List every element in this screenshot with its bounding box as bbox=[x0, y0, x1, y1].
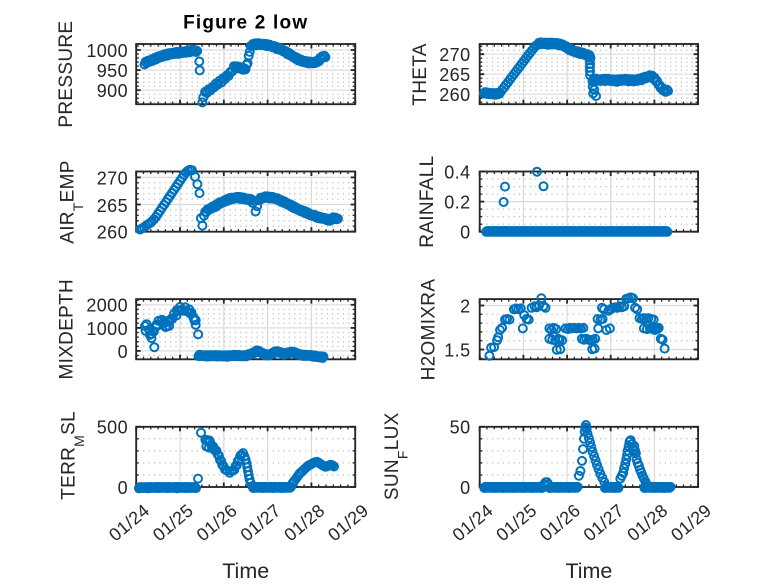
svg-text:2000: 2000 bbox=[86, 296, 128, 316]
svg-text:0: 0 bbox=[118, 342, 128, 362]
svg-text:MIXDEPTH: MIXDEPTH bbox=[56, 279, 77, 380]
svg-text:2: 2 bbox=[460, 296, 470, 316]
svg-text:AIRT​EMP: AIRT​EMP bbox=[58, 160, 87, 244]
svg-text:260: 260 bbox=[97, 223, 128, 243]
svg-text:0: 0 bbox=[460, 478, 470, 498]
svg-text:0.4: 0.4 bbox=[444, 162, 470, 182]
svg-text:260: 260 bbox=[439, 85, 470, 105]
svg-text:0.2: 0.2 bbox=[444, 193, 470, 213]
svg-text:1000: 1000 bbox=[86, 41, 128, 61]
svg-text:Time: Time bbox=[565, 559, 612, 583]
svg-text:Figure 2 low: Figure 2 low bbox=[183, 13, 308, 34]
svg-text:1000: 1000 bbox=[86, 319, 128, 339]
svg-text:900: 900 bbox=[97, 81, 128, 101]
svg-text:SUNF​LUX: SUNF​LUX bbox=[382, 412, 411, 500]
svg-text:0: 0 bbox=[118, 478, 128, 498]
svg-text:0: 0 bbox=[460, 223, 470, 243]
svg-text:265: 265 bbox=[97, 196, 128, 216]
svg-text:PRESSURE: PRESSURE bbox=[56, 21, 77, 128]
svg-text:RAINFALL: RAINFALL bbox=[417, 156, 438, 248]
svg-text:TERRM​SL: TERRM​SL bbox=[58, 411, 87, 500]
svg-text:950: 950 bbox=[97, 61, 128, 81]
svg-text:H2OMIXRA: H2OMIXRA bbox=[419, 279, 440, 381]
svg-text:THETA: THETA bbox=[410, 43, 431, 105]
svg-text:Time: Time bbox=[222, 559, 269, 583]
svg-text:50: 50 bbox=[450, 418, 471, 438]
svg-text:1.5: 1.5 bbox=[444, 340, 470, 360]
svg-text:270: 270 bbox=[439, 45, 470, 65]
svg-text:500: 500 bbox=[97, 418, 128, 438]
svg-text:270: 270 bbox=[97, 168, 128, 188]
svg-text:265: 265 bbox=[439, 65, 470, 85]
